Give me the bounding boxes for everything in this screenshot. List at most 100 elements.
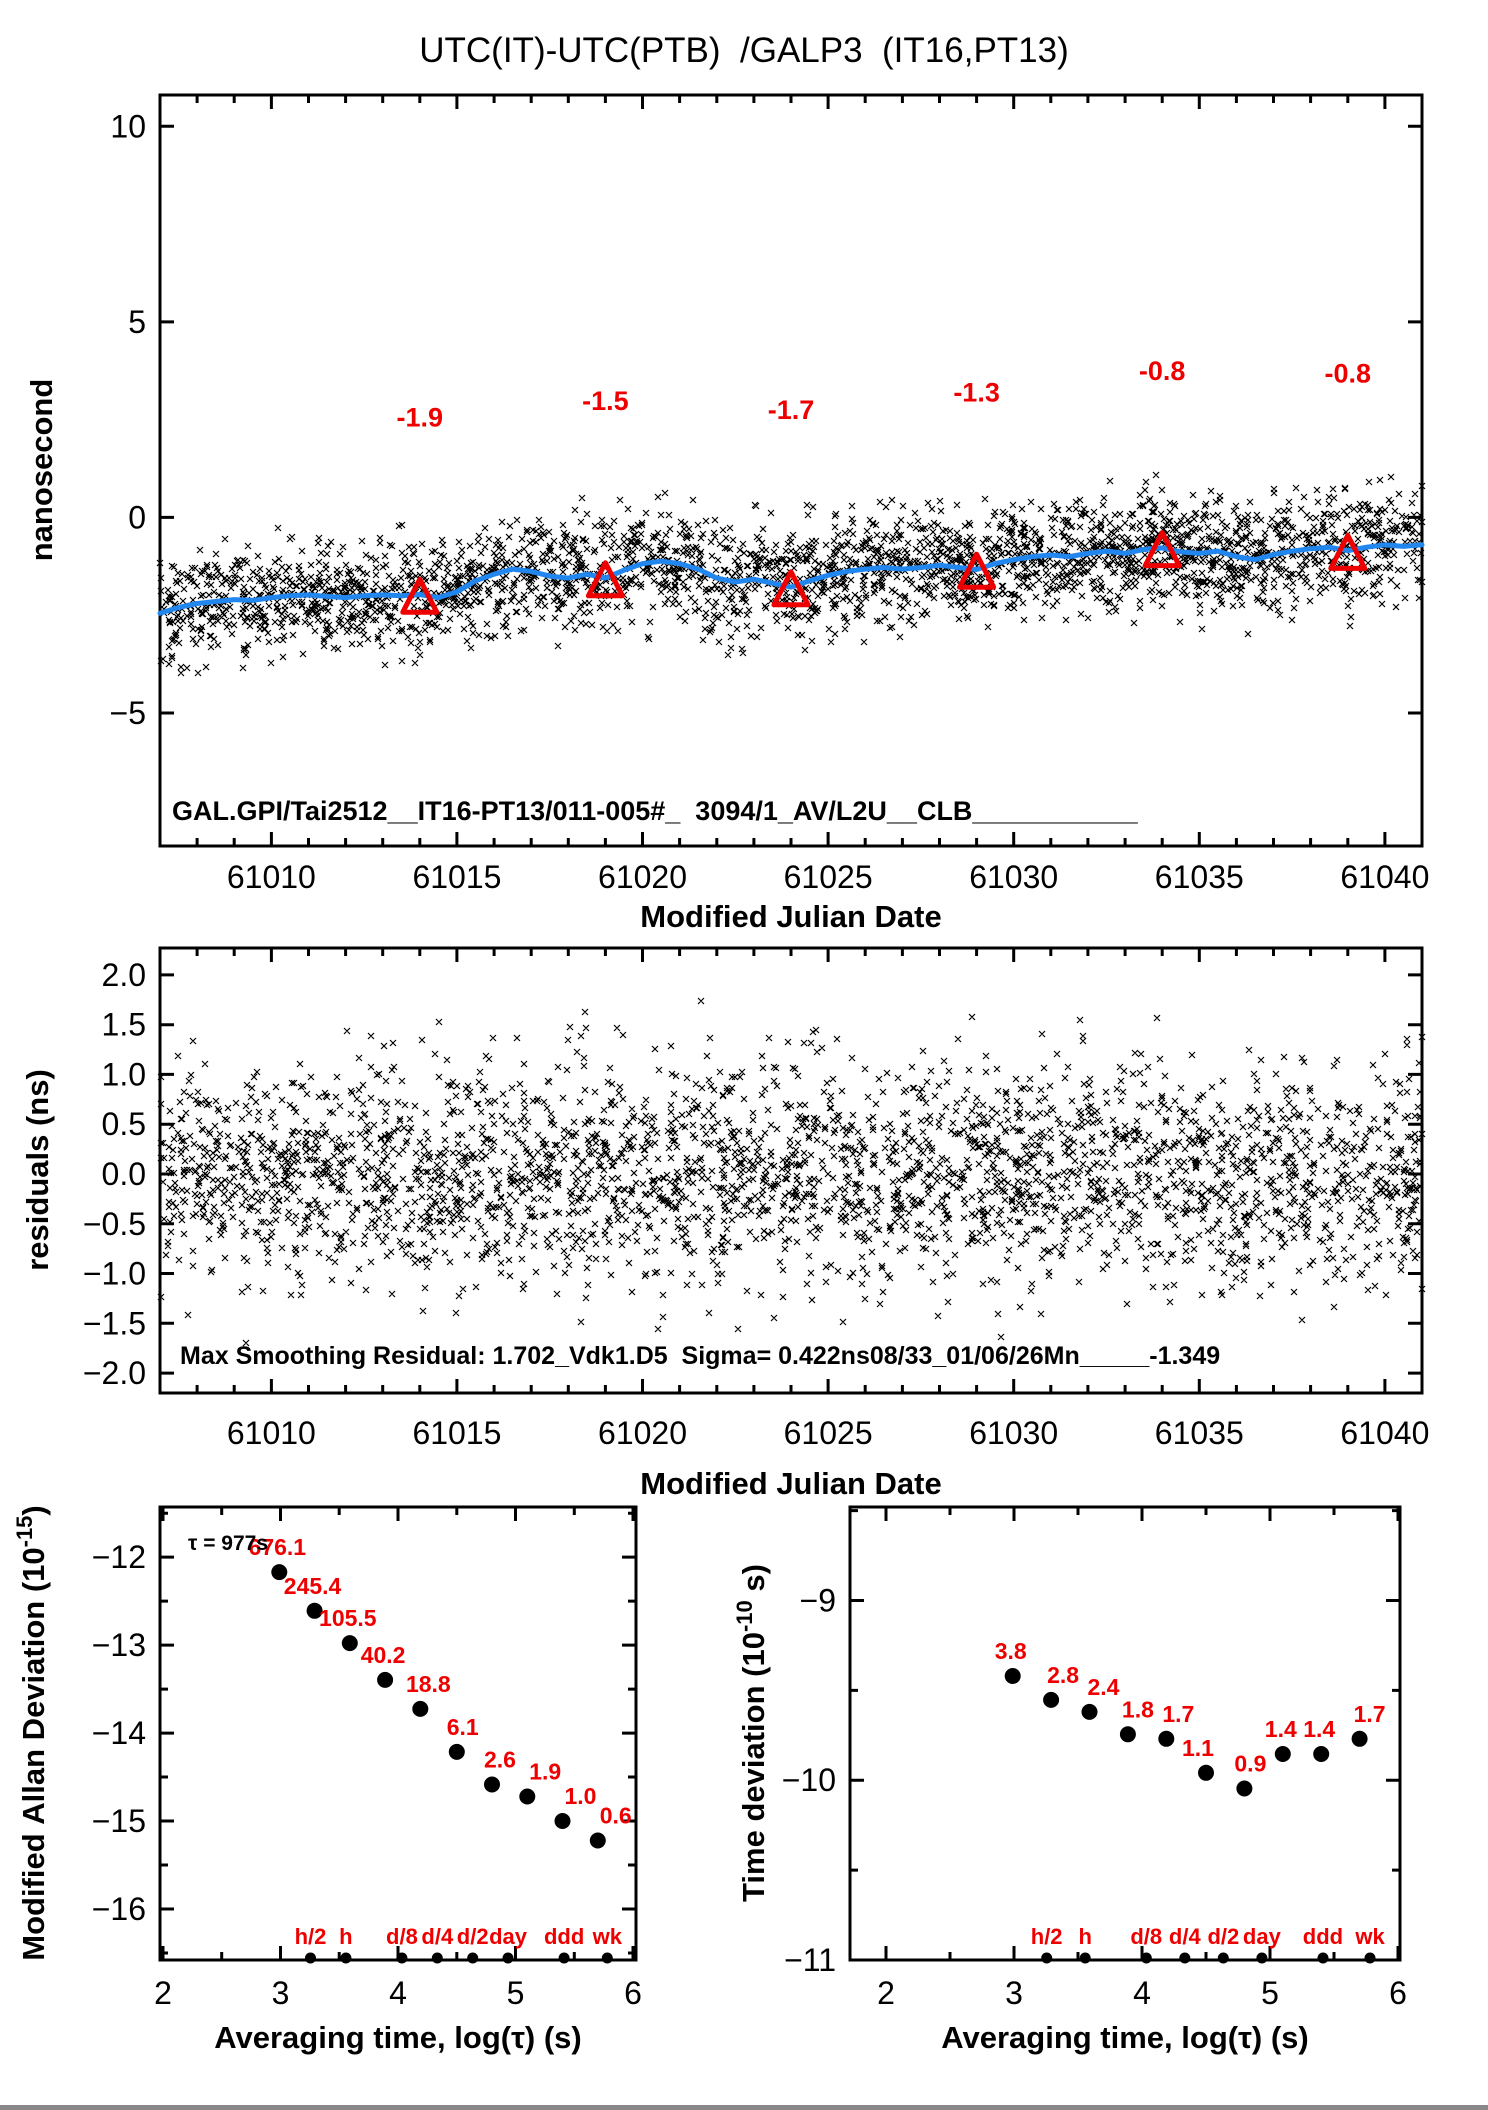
y-tick-label: −14 [92, 1715, 146, 1751]
axis-ticks-mdev [160, 1507, 636, 1960]
calibration-marker [957, 551, 997, 590]
deviation-point [1004, 1668, 1021, 1684]
x-tick-label: 61010 [227, 1415, 316, 1451]
marker-value-label: -1.3 [953, 377, 1000, 407]
x-tick-label: 61035 [1155, 1415, 1244, 1451]
x-tick-label: 6 [624, 1975, 642, 2011]
y-tick-label: −1.5 [83, 1305, 146, 1341]
y-tick-label: 2.0 [102, 957, 146, 993]
point-value-label: 1.4 [1303, 1716, 1335, 1742]
y-axis-title-tdev: Time deviation (10-10 s) [732, 1564, 771, 1902]
y-tick-label: −5 [110, 695, 146, 731]
averaging-marker-dot [1256, 1952, 1268, 1964]
point-value-label: 1.0 [565, 1783, 597, 1809]
point-value-label: 2.4 [1088, 1674, 1120, 1700]
averaging-marker-dot [1140, 1952, 1152, 1964]
scatter-points-residuals [157, 997, 1426, 1347]
point-value-label: 6.1 [447, 1714, 479, 1740]
y-tick-label: −9 [800, 1582, 836, 1618]
smoothing-line [157, 542, 1425, 616]
x-tick-label: 2 [877, 1975, 895, 2011]
panel-mdev: 2 3 4 5 6 −12 −13 −14 −15 −16 Averaging time, log(… [12, 1505, 642, 2055]
point-value-label: 105.5 [319, 1605, 377, 1631]
calibration-marker [1142, 530, 1182, 569]
deviation-point [589, 1832, 606, 1849]
averaging-marker-dot [1041, 1952, 1053, 1964]
averaging-marker-dot [601, 1952, 613, 1964]
averaging-marker-dot [467, 1952, 479, 1964]
marker-value-label: -1.9 [397, 403, 444, 433]
averaging-marker-label: wk [592, 1924, 623, 1949]
averaging-marker-dot [502, 1952, 514, 1964]
averaging-marker-label: day [1243, 1924, 1282, 1949]
panel-residuals: 61010 61015 61020 61025 61030 61035 61040 2.0 1.… [20, 946, 1429, 1501]
x-tick-label: 61030 [969, 859, 1058, 895]
deviation-point [1351, 1730, 1368, 1747]
x-axis-title-residuals: Modified Julian Date [640, 1466, 941, 1501]
deviation-point [1158, 1730, 1175, 1747]
deviation-point [1043, 1691, 1060, 1708]
averaging-marker-dot [1364, 1952, 1376, 1964]
averaging-marker-dot [431, 1952, 443, 1964]
x-tick-label: 61010 [227, 859, 316, 895]
y-tick-label: −2.0 [83, 1355, 146, 1391]
deviation-point [448, 1743, 465, 1760]
x-tick-label: 61040 [1340, 1415, 1429, 1451]
dataset-annotation-residuals: Max Smoothing Residual: 1.702_Vdk1.D5 Si… [180, 1342, 1220, 1370]
y-tick-label: −15 [92, 1803, 146, 1839]
y-tick-label: −12 [92, 1539, 146, 1575]
axis-ticks-residuals [158, 948, 1424, 1393]
y-tick-label: −13 [92, 1627, 146, 1663]
averaging-marker-label: d/8 [1130, 1924, 1162, 1949]
averaging-marker-label: d/8 [386, 1924, 418, 1949]
averaging-marker-label: d/4 [1169, 1924, 1202, 1949]
figure-title: UTC(IT)-UTC(PTB) /GALP3 (IT16,PT13) [419, 31, 1069, 70]
y-tick-label: 1.5 [102, 1007, 146, 1043]
averaging-marker-dot [340, 1952, 352, 1964]
point-value-label: 1.4 [1265, 1716, 1297, 1742]
averaging-marker-dot [1079, 1952, 1091, 1964]
deviation-point [1198, 1764, 1214, 1781]
y-tick-label: 5 [128, 304, 146, 340]
point-value-label: 2.6 [484, 1747, 516, 1773]
x-tick-label: 61015 [412, 1415, 501, 1451]
point-value-label: 1.7 [1162, 1701, 1194, 1727]
deviation-point [1274, 1746, 1291, 1762]
deviation-point [377, 1671, 394, 1688]
x-axis-title-phase: Modified Julian Date [640, 899, 941, 934]
averaging-marker-dot [558, 1952, 570, 1964]
point-value-label: 18.8 [406, 1671, 451, 1697]
point-value-label: 40.2 [361, 1642, 406, 1668]
marker-value-label: -1.5 [582, 386, 629, 416]
averaging-marker-label: wk [1354, 1924, 1385, 1949]
averaging-marker-label: day [489, 1924, 528, 1949]
averaging-marker-label: h/2 [295, 1924, 327, 1949]
x-axis-title-mdev: Averaging time, log(τ) (s) [214, 2020, 582, 2055]
y-tick-label: −1.0 [83, 1256, 146, 1292]
y-tick-label: 0.0 [102, 1156, 146, 1192]
x-tick-label: 61020 [598, 1415, 687, 1451]
x-tick-label: 4 [1133, 1975, 1151, 2011]
averaging-marker-label: d/2 [457, 1924, 489, 1949]
y-tick-label: 1.0 [102, 1056, 146, 1092]
x-tick-label: 3 [272, 1975, 290, 2011]
x-tick-label: 61040 [1340, 859, 1429, 895]
averaging-marker-label: h [339, 1924, 352, 1949]
deviation-point [1081, 1703, 1098, 1720]
deviation-point [1313, 1746, 1330, 1762]
point-value-label: 1.9 [529, 1759, 561, 1785]
deviation-point [519, 1788, 536, 1805]
y-tick-label: −0.5 [83, 1206, 146, 1242]
point-value-label: 2.8 [1047, 1662, 1079, 1688]
calibration-marker [585, 560, 625, 599]
deviation-point [1119, 1726, 1136, 1743]
y-tick-label: 10 [110, 108, 146, 144]
averaging-marker-dot [1179, 1952, 1191, 1964]
deviation-point [1236, 1780, 1253, 1797]
y-axis-title-mdev: Modified Allan Deviation (10-15) [12, 1505, 51, 1961]
axis-ticks-phase [158, 95, 1424, 846]
y-axis-title-residuals: residuals (ns) [20, 1069, 55, 1271]
point-value-label: 676.1 [249, 1534, 307, 1560]
averaging-marker-dot [396, 1952, 408, 1964]
